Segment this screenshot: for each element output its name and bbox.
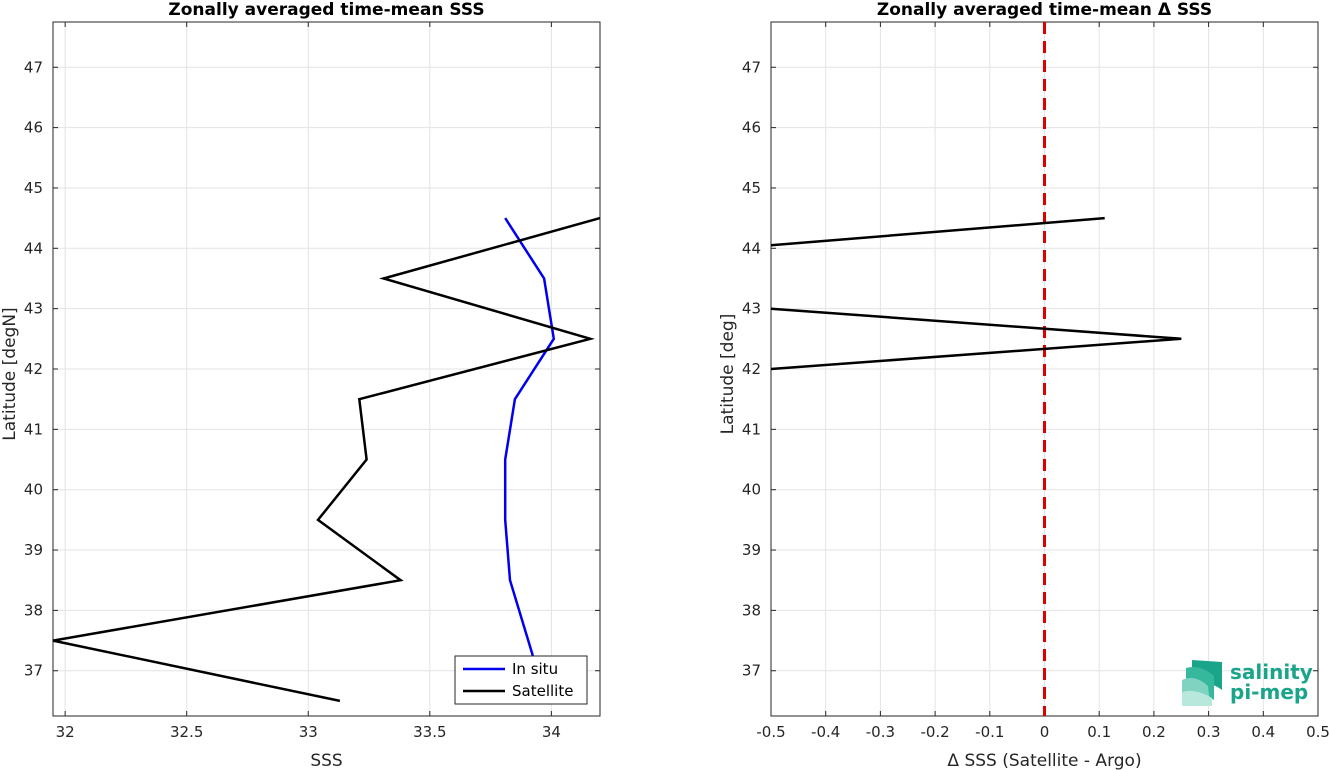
y-tick-label: 45 <box>742 179 761 197</box>
y-tick-label: 39 <box>24 541 43 559</box>
x-tick-label: -0.2 <box>920 723 949 741</box>
wave-logo-icon <box>1182 660 1222 706</box>
legend: In situ Satellite <box>454 655 588 705</box>
series-line-satellite <box>52 216 601 703</box>
x-tick-label: 0.3 <box>1197 723 1221 741</box>
x-tick-label: -0.5 <box>756 723 785 741</box>
x-tick-label: 0 <box>1040 723 1050 741</box>
y-tick-label: 37 <box>24 662 43 680</box>
y-tick-label: 43 <box>742 300 761 318</box>
series-line-1 <box>770 307 1182 371</box>
y-tick-label: 37 <box>742 662 761 680</box>
y-tick-label: 44 <box>24 239 43 257</box>
x-tick-label: 33 <box>299 723 318 741</box>
y-tick-label: 46 <box>742 119 761 137</box>
y-tick-label: 45 <box>24 179 43 197</box>
legend-box <box>454 655 588 705</box>
logo-line2: pi-mep <box>1230 680 1308 704</box>
chart-title: Zonally averaged time-mean SSS <box>168 0 484 20</box>
y-tick-label: 43 <box>24 300 43 318</box>
y-tick-label: 44 <box>742 239 761 257</box>
x-tick-label: 0.4 <box>1251 723 1275 741</box>
y-tick-label: 39 <box>742 541 761 559</box>
y-axis-label: Latitude [deg] <box>718 314 738 435</box>
y-tick-label: 38 <box>742 601 761 619</box>
legend-label: Satellite <box>512 682 573 700</box>
y-tick-label: 47 <box>24 58 43 76</box>
y-tick-label: 38 <box>24 601 43 619</box>
logo-line1: salinity <box>1230 660 1313 684</box>
x-tick-label: -0.4 <box>811 723 840 741</box>
x-tick-label: -0.3 <box>866 723 895 741</box>
panel-delta-sss: -0.5 -0.4 -0.3 -0.2 -0.1 0 0.1 0.2 0.3 0.4 0.5 37 38… <box>718 0 1330 770</box>
y-tick-label: 46 <box>24 119 43 137</box>
x-axis-label: SSS <box>310 751 342 770</box>
x-axis-label: Δ SSS (Satellite - Argo) <box>947 751 1141 770</box>
x-tick-label: 33.5 <box>413 723 446 741</box>
salinity-pi-mep-logo: salinity pi-mep <box>1182 660 1313 706</box>
x-tick-label: -0.1 <box>975 723 1004 741</box>
series-line-2 <box>770 216 1105 247</box>
chart-title: Zonally averaged time-mean Δ SSS <box>877 0 1212 20</box>
y-axis-label: Latitude [degN] <box>0 307 20 440</box>
y-tick-label: 40 <box>24 481 43 499</box>
x-tick-label: 32 <box>56 723 75 741</box>
y-tick-label: 47 <box>742 58 761 76</box>
y-tick-label: 42 <box>742 360 761 378</box>
x-tick-label: 0.5 <box>1306 723 1330 741</box>
x-tick-label: 32.5 <box>170 723 203 741</box>
x-tick-label: 0.2 <box>1142 723 1166 741</box>
panel-sss: 32 32.5 33 33.5 34 37 38 39 40 41 42 43 44 45 46 47 Zona… <box>0 0 601 770</box>
y-tick-label: 42 <box>24 360 43 378</box>
x-tick-label: 34 <box>542 723 561 741</box>
x-tick-label: 0.1 <box>1087 723 1111 741</box>
y-tick-label: 40 <box>742 481 761 499</box>
y-tick-label: 41 <box>742 420 761 438</box>
legend-label: In situ <box>512 660 558 678</box>
y-tick-label: 41 <box>24 420 43 438</box>
